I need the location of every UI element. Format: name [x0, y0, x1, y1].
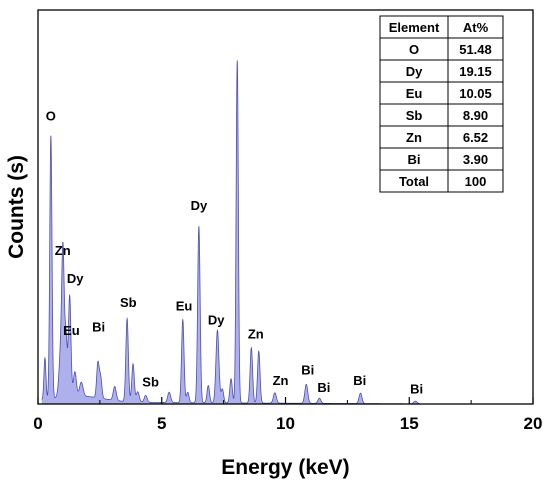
peak-label: Dy	[208, 312, 225, 327]
table-value-cell: 6.52	[463, 130, 488, 145]
peak-label: Sb	[120, 295, 137, 310]
peak-label: Bi	[92, 319, 105, 334]
table-element-cell: Bi	[408, 152, 421, 167]
peak-label: Dy	[67, 271, 84, 286]
table-element-cell: O	[409, 42, 419, 57]
peak-label: Bi	[301, 363, 314, 378]
peak-label: Bi	[317, 380, 330, 395]
x-tick-label: 0	[33, 414, 42, 433]
composition-table: Element At% O 51.48 Dy 19.15 Eu 10.05 Sb 8.90 Zn 6.…	[379, 15, 504, 193]
x-axis-ticks: 0 5 10 15 20	[33, 397, 542, 433]
table-value-cell: 8.90	[463, 108, 488, 123]
peak-label: Zn	[55, 243, 71, 258]
x-tick-label: 10	[276, 414, 295, 433]
table-value-cell: 100	[465, 174, 487, 189]
table-value-cell: 10.05	[459, 86, 492, 101]
table-element-cell: Total	[399, 174, 429, 189]
peak-label: Bi	[410, 382, 423, 397]
x-tick-label: 5	[157, 414, 166, 433]
peak-label: Eu	[63, 323, 80, 338]
table-element-cell: Zn	[406, 130, 422, 145]
table-element-cell: Eu	[406, 86, 423, 101]
table-header-cell: Element	[389, 20, 440, 35]
table-element-cell: Dy	[406, 64, 423, 79]
x-tick-label: 15	[400, 414, 419, 433]
peak-label: Eu	[176, 299, 193, 314]
table-value-cell: 51.48	[459, 42, 492, 57]
table-value-cell: 3.90	[463, 152, 488, 167]
x-axis-label: Energy (keV)	[221, 456, 349, 479]
peak-label: Bi	[353, 373, 366, 388]
x-tick-label: 20	[524, 414, 543, 433]
table-header-cell: At%	[463, 20, 489, 35]
peak-label: Sb	[142, 375, 159, 390]
y-axis-label: Counts (s)	[5, 155, 28, 259]
peak-label: Zn	[248, 326, 264, 341]
peak-label: Zn	[273, 373, 289, 388]
peak-label: O	[46, 108, 56, 123]
table-element-cell: Sb	[406, 108, 423, 123]
peak-label: Dy	[191, 198, 208, 213]
table-value-cell: 19.15	[459, 64, 492, 79]
